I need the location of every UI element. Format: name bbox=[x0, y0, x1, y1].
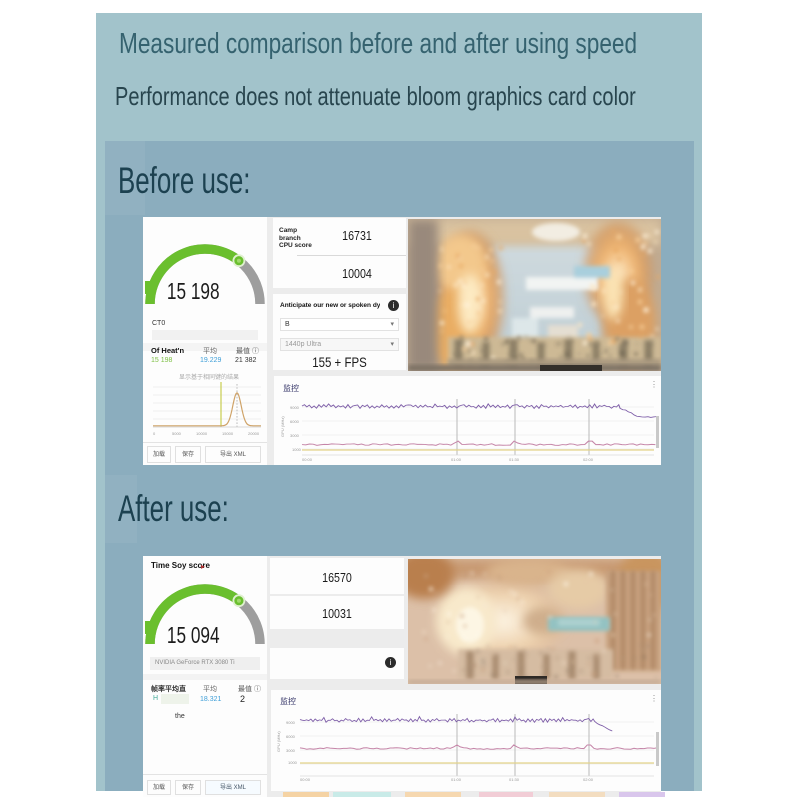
svg-text:9000: 9000 bbox=[286, 720, 296, 725]
svg-text:6000: 6000 bbox=[290, 419, 300, 424]
svg-text:1000: 1000 bbox=[292, 447, 302, 452]
svg-text:20000: 20000 bbox=[248, 431, 260, 436]
svg-text:15 094: 15 094 bbox=[167, 624, 220, 649]
svg-text:9000: 9000 bbox=[290, 405, 300, 410]
svg-text:00:00: 00:00 bbox=[302, 457, 313, 462]
svg-text:GPU (MHz): GPU (MHz) bbox=[276, 731, 281, 752]
svg-text:1000: 1000 bbox=[288, 760, 298, 765]
svg-text:15000: 15000 bbox=[222, 431, 234, 436]
svg-text:02:00: 02:00 bbox=[583, 777, 594, 782]
svg-text:00:00: 00:00 bbox=[300, 777, 311, 782]
svg-text:0: 0 bbox=[153, 431, 156, 436]
svg-text:5000: 5000 bbox=[172, 431, 182, 436]
svg-text:6000: 6000 bbox=[286, 734, 296, 739]
svg-text:10000: 10000 bbox=[196, 431, 208, 436]
svg-text:15 198: 15 198 bbox=[167, 280, 220, 305]
svg-text:01:30: 01:30 bbox=[509, 457, 520, 462]
svg-text:GPU (MHz): GPU (MHz) bbox=[280, 416, 285, 437]
svg-text:3000: 3000 bbox=[290, 433, 300, 438]
svg-text:01:00: 01:00 bbox=[451, 457, 462, 462]
svg-text:02:00: 02:00 bbox=[583, 457, 594, 462]
svg-text:01:00: 01:00 bbox=[451, 777, 462, 782]
svg-text:01:30: 01:30 bbox=[509, 777, 520, 782]
svg-text:3000: 3000 bbox=[286, 748, 296, 753]
